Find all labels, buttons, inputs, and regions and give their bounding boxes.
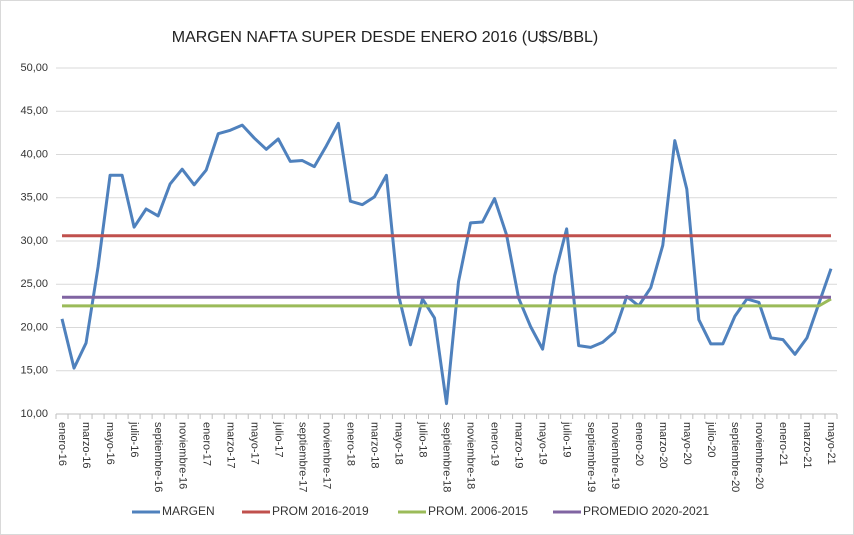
chart-title: MARGEN NAFTA SUPER DESDE ENERO 2016 (U$S…: [172, 29, 598, 46]
y-tick-label: 40,00: [20, 148, 48, 160]
x-tick-label: julio-16: [128, 421, 140, 457]
x-tick-label: noviembre-16: [176, 422, 188, 489]
x-tick-label: noviembre-18: [465, 422, 477, 489]
y-tick-label: 20,00: [20, 321, 48, 333]
x-tick-label: marzo-19: [513, 422, 525, 468]
y-tick-label: 15,00: [20, 365, 48, 377]
x-tick-label: mayo-20: [681, 422, 693, 465]
x-tick-label: enero-17: [200, 422, 212, 466]
x-tick-label: septiembre-17: [296, 422, 308, 492]
x-tick-label: mayo-21: [825, 422, 837, 465]
x-tick-label: julio-17: [272, 421, 284, 457]
x-tick-label: marzo-18: [369, 422, 381, 468]
x-tick-label: julio-18: [417, 421, 429, 457]
y-tick-label: 35,00: [20, 192, 48, 204]
y-tick-label: 45,00: [20, 105, 48, 117]
x-tick-label: marzo-21: [801, 422, 813, 468]
y-tick-label: 30,00: [20, 235, 48, 247]
x-tick-label: mayo-18: [393, 422, 405, 465]
x-tick-label: marzo-16: [80, 422, 92, 468]
x-tick-label: julio-20: [705, 421, 717, 457]
x-tick-label: noviembre-19: [609, 422, 621, 489]
x-tick-label: marzo-20: [657, 422, 669, 468]
x-tick-label: mayo-19: [537, 422, 549, 465]
legend-label: MARGEN: [162, 504, 215, 518]
legend-label: PROM. 2006-2015: [428, 504, 528, 518]
x-tick-label: marzo-17: [224, 422, 236, 468]
x-tick-label: julio-19: [561, 421, 573, 457]
x-tick-label: septiembre-16: [152, 422, 164, 492]
x-tick-label: enero-18: [344, 422, 356, 466]
x-tick-label: mayo-16: [104, 422, 116, 465]
x-tick-label: noviembre-17: [320, 422, 332, 489]
x-tick-label: septiembre-20: [729, 422, 741, 492]
x-tick-label: septiembre-19: [585, 422, 597, 492]
legend-label: PROM 2016-2019: [272, 504, 369, 518]
x-tick-label: mayo-17: [248, 422, 260, 465]
x-tick-label: noviembre-20: [753, 422, 765, 489]
y-tick-label: 25,00: [20, 278, 48, 290]
y-tick-label: 10,00: [20, 408, 48, 420]
x-tick-label: septiembre-18: [441, 422, 453, 492]
y-tick-label: 50,00: [20, 62, 48, 74]
series-line: [60, 121, 833, 406]
x-tick-label: enero-19: [489, 422, 501, 466]
x-tick-label: enero-16: [56, 422, 68, 466]
series-line: [62, 297, 832, 308]
x-tick-label: enero-21: [777, 422, 789, 466]
legend-label: PROMEDIO 2020-2021: [583, 504, 709, 518]
x-tick-label: enero-20: [633, 422, 645, 466]
